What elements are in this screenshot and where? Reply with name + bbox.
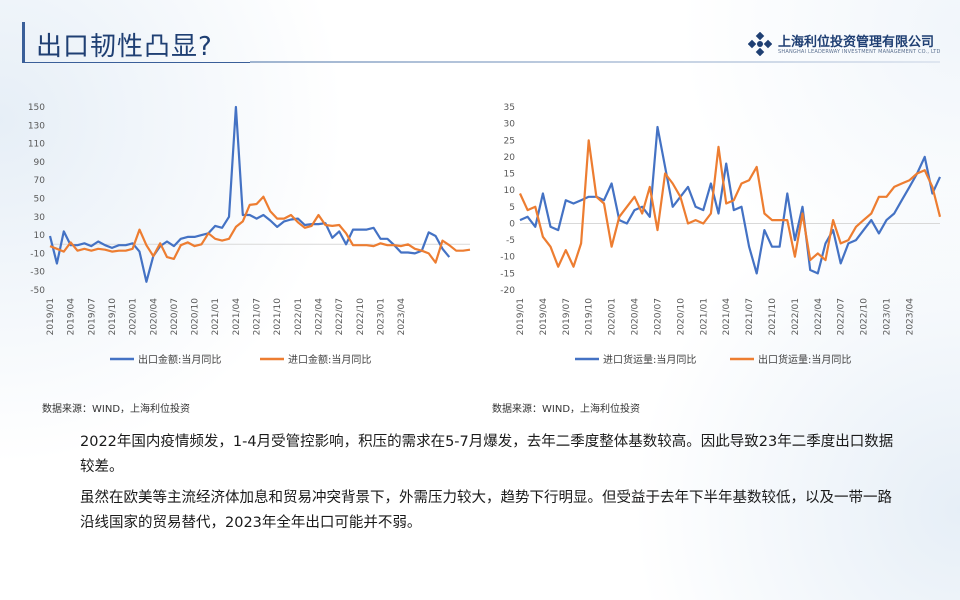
x-tick-label: 2021/04 <box>232 298 242 336</box>
title-divider <box>250 61 940 63</box>
data-source-right: 数据来源：WIND，上海利位投资 <box>492 404 641 415</box>
y-tick-label: 5 <box>509 203 515 213</box>
series-line-1 <box>519 125 942 275</box>
x-tick-label: 2022/01 <box>294 298 304 335</box>
y-tick-label: 90 <box>34 158 46 168</box>
x-tick-label: 2021/01 <box>699 298 709 335</box>
legend-label-2: 进口金额:当月同比 <box>288 353 371 366</box>
x-tick-label: 2020/10 <box>676 298 686 336</box>
x-tick-label: 2020/01 <box>608 298 618 335</box>
x-tick-label: 2021/04 <box>722 298 732 336</box>
y-tick-label: 30 <box>34 213 46 223</box>
y-tick-label: 30 <box>504 120 516 130</box>
x-tick-label: 2022/07 <box>335 298 345 335</box>
logo-company-english: SHANGHAI LEADERWAY INVESTMENT MANAGEMENT… <box>778 49 941 55</box>
y-tick-label: -30 <box>30 268 45 278</box>
logo-emblem-icon <box>748 32 772 56</box>
x-tick-label: 2019/01 <box>46 298 56 335</box>
x-tick-label: 2021/07 <box>745 298 755 335</box>
x-tick-label: 2019/01 <box>516 298 526 335</box>
x-tick-label: 2021/10 <box>273 298 283 336</box>
legend-label-1: 出口金额:当月同比 <box>138 353 221 366</box>
y-tick-label: 35 <box>504 103 515 113</box>
x-tick-label: 2021/07 <box>253 298 263 335</box>
y-tick-label: 110 <box>28 140 45 150</box>
x-tick-label: 2019/10 <box>108 298 118 336</box>
y-tick-label: -20 <box>500 286 515 296</box>
x-tick-label: 2020/10 <box>191 298 201 336</box>
body-paragraph-1: 2022年国内疫情频发，1-4月受管控影响，积压的需求在5-7月爆发，去年二季度… <box>80 434 894 475</box>
y-tick-label: 15 <box>504 170 515 180</box>
y-tick-label: 10 <box>34 231 46 241</box>
logo-company-name: 上海利位投资管理有限公司 <box>778 35 935 50</box>
y-tick-label: -5 <box>506 236 515 246</box>
series-line-2 <box>518 139 942 268</box>
x-tick-label: 2022/10 <box>356 298 366 336</box>
title-frame <box>22 22 250 63</box>
x-tick-label: 2020/04 <box>149 298 159 336</box>
y-tick-label: 150 <box>28 103 45 113</box>
legend-label-1: 进口货运量:当月同比 <box>603 353 696 366</box>
x-tick-label: 2022/04 <box>315 298 325 336</box>
x-tick-label: 2023/01 <box>376 298 386 335</box>
x-tick-label: 2020/07 <box>170 298 180 335</box>
company-logo: 上海利位投资管理有限公司 SHANGHAI LEADERWAY INVESTME… <box>748 30 941 60</box>
y-tick-label: 0 <box>509 219 515 229</box>
y-tick-label: 130 <box>28 121 45 131</box>
x-tick-label: 2020/01 <box>129 298 139 335</box>
y-tick-label: -15 <box>500 269 515 279</box>
x-tick-label: 2022/01 <box>791 298 801 335</box>
x-tick-label: 2022/07 <box>837 298 847 335</box>
x-tick-label: 2023/01 <box>883 298 893 335</box>
x-tick-label: 2019/04 <box>67 298 77 336</box>
x-tick-label: 2021/10 <box>768 298 778 336</box>
series-line-1 <box>48 105 451 283</box>
y-tick-label: 50 <box>34 195 46 205</box>
y-tick-label: 20 <box>504 153 516 163</box>
x-tick-label: 2020/07 <box>653 298 663 335</box>
y-tick-label: 70 <box>34 176 46 186</box>
y-tick-label: -50 <box>30 286 45 296</box>
y-tick-label: -10 <box>500 253 515 263</box>
x-tick-label: 2021/01 <box>211 298 221 335</box>
legend-label-2: 出口货运量:当月同比 <box>758 353 851 366</box>
x-tick-label: 2022/10 <box>860 298 870 336</box>
x-tick-label: 2019/07 <box>562 298 572 335</box>
series-line-2 <box>49 195 471 264</box>
x-tick-label: 2019/10 <box>585 298 595 336</box>
y-tick-label: 25 <box>504 136 515 146</box>
body-paragraph-2: 虽然在欧美等主流经济体加息和贸易冲突背景下，外需压力较大，趋势下行明显。但受益于… <box>80 490 892 531</box>
x-tick-label: 2019/04 <box>539 298 549 336</box>
page-title: 出口韧性凸显? <box>36 32 213 62</box>
x-tick-label: 2023/04 <box>397 298 407 336</box>
data-source-left: 数据来源：WIND，上海利位投资 <box>42 404 191 415</box>
x-tick-label: 2022/04 <box>814 298 824 336</box>
x-tick-label: 2020/04 <box>631 298 641 336</box>
y-tick-label: 10 <box>504 186 516 196</box>
x-tick-label: 2019/07 <box>87 298 97 335</box>
x-tick-label: 2023/04 <box>905 298 915 336</box>
y-tick-label: -10 <box>30 249 45 259</box>
